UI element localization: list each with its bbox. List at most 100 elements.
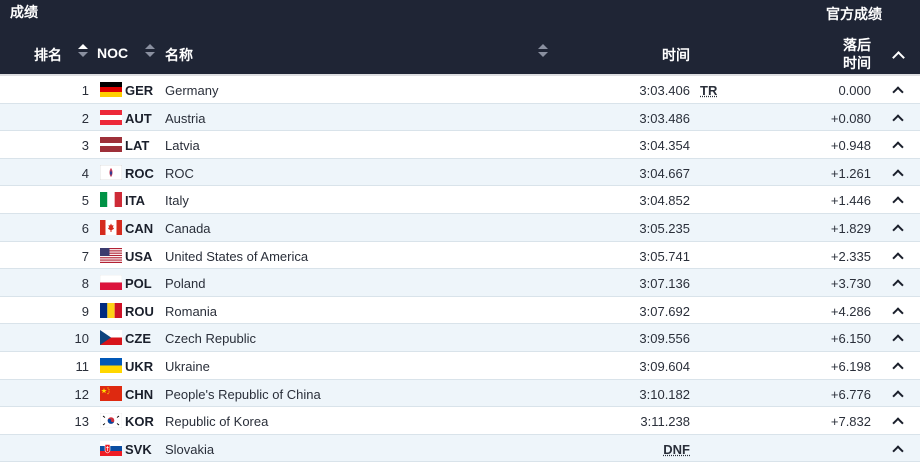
table-row[interactable]: SVK Slovakia DNF [0, 434, 920, 463]
column-header-time: 时间 [662, 47, 690, 63]
expand-row-chevron-up-icon[interactable] [893, 196, 903, 206]
table-row[interactable]: 2 AUT Austria 3:03.486 +0.080 [0, 103, 920, 132]
country-name: Italy [165, 193, 189, 209]
table-row[interactable]: 8 POL Poland 3:07.136 +3.730 [0, 269, 920, 297]
country-name: Ukraine [165, 358, 210, 374]
behind-cell: +1.446 [830, 193, 871, 209]
results-header: 成绩 官方成绩 排名 NOC 名称 时间 落后 时间 [0, 0, 920, 76]
expand-row-chevron-up-icon[interactable] [893, 307, 903, 317]
rank-cell: 5 [81, 193, 89, 209]
flag-kor-icon [100, 413, 122, 429]
behind-cell: +0.080 [830, 110, 871, 126]
flag-ger-icon [100, 82, 122, 97]
expand-row-chevron-up-icon[interactable] [893, 252, 903, 262]
table-row[interactable]: 6 CAN Canada 3:05.235 +1.829 [0, 213, 920, 242]
column-header-rank[interactable]: 排名 [34, 47, 62, 63]
table-row[interactable]: 12 CHN People's Republic of China 3:10.182 +… [0, 379, 920, 408]
country-name: Slovakia [165, 441, 215, 457]
table-row[interactable]: 3 LAT Latvia 3:04.354 +0.948 [0, 131, 920, 159]
header-divider [0, 74, 920, 76]
noc-code: CZE [125, 331, 151, 347]
country-name: Canada [165, 220, 211, 236]
expand-row-chevron-up-icon[interactable] [893, 86, 903, 96]
expand-row-chevron-up-icon[interactable] [893, 445, 903, 455]
expand-row-chevron-up-icon[interactable] [893, 362, 903, 372]
behind-cell: +3.730 [830, 276, 871, 292]
flag-usa-icon [100, 247, 122, 263]
noc-code: ITA [125, 193, 145, 209]
table-row[interactable]: 4 ROC ROC 3:04.667 +1.261 [0, 158, 920, 187]
table-row[interactable]: 5 ITA Italy 3:04.852 +1.446 [0, 186, 920, 214]
expand-row-chevron-up-icon[interactable] [893, 224, 903, 234]
column-header-behind-line2: 时间 [843, 55, 871, 71]
time-cell: 3:09.556 [639, 331, 690, 347]
expand-row-chevron-up-icon[interactable] [893, 417, 903, 427]
expand-row-chevron-up-icon[interactable] [893, 169, 903, 179]
time-cell[interactable]: DNF [663, 441, 690, 457]
results-table-body: 1 GER Germany 3:03.406 TR 0.000 2 AUT Austria 3:0… [0, 76, 920, 463]
time-cell: 3:04.852 [639, 193, 690, 209]
rank-cell: 11 [75, 358, 90, 374]
sort-name-icon[interactable] [538, 44, 548, 58]
expand-row-chevron-up-icon[interactable] [893, 334, 903, 344]
noc-code: KOR [125, 414, 154, 430]
section-title: 成绩 [10, 4, 38, 20]
table-row[interactable]: 13 KOR Republic of Korea 3:11.238 +7.832 [0, 407, 920, 435]
expand-row-chevron-up-icon[interactable] [893, 390, 903, 400]
noc-code: CAN [125, 220, 154, 236]
country-name: Czech Republic [165, 331, 257, 347]
sort-noc-icon[interactable] [145, 44, 155, 58]
time-cell: 3:07.692 [639, 303, 690, 319]
time-cell: 3:09.604 [639, 358, 690, 374]
noc-code: GER [125, 83, 154, 98]
time-cell: 3:04.354 [639, 138, 690, 154]
flag-roc-icon [100, 164, 122, 180]
expand-row-chevron-up-icon[interactable] [893, 141, 903, 151]
noc-code: CHN [125, 386, 154, 402]
table-row[interactable]: 7 USA United States of America 3:05.741 +2.3… [0, 241, 920, 270]
time-cell: 3:05.235 [639, 220, 690, 236]
behind-cell: 0.000 [838, 83, 871, 98]
column-header-name[interactable]: 名称 [165, 47, 193, 63]
rank-cell: 12 [74, 386, 89, 402]
noc-code: ROU [125, 303, 154, 319]
time-cell: 3:11.238 [640, 414, 690, 430]
noc-code: SVK [125, 441, 152, 457]
column-header-noc[interactable]: NOC [97, 45, 129, 61]
table-row[interactable]: 1 GER Germany 3:03.406 TR 0.000 [0, 76, 920, 104]
flag-ita-icon [100, 192, 122, 208]
behind-cell: +6.198 [830, 358, 871, 374]
country-name: Latvia [165, 138, 200, 154]
time-cell: 3:03.486 [639, 110, 690, 126]
noc-code: USA [125, 248, 153, 264]
rank-cell: 3 [81, 138, 89, 154]
noc-code: AUT [125, 110, 152, 126]
behind-cell: +2.335 [830, 248, 871, 264]
column-header-behind: 落后 时间 [843, 36, 871, 72]
collapse-all-chevron-up-icon[interactable] [893, 50, 903, 60]
time-cell: 3:03.406 [639, 83, 690, 98]
rank-cell: 8 [81, 276, 89, 292]
expand-row-chevron-up-icon[interactable] [893, 279, 903, 289]
behind-cell: +1.261 [830, 165, 871, 181]
flag-chn-icon [100, 385, 122, 401]
rank-cell: 9 [81, 303, 89, 319]
record-badge[interactable]: TR [700, 83, 718, 98]
expand-row-chevron-up-icon[interactable] [893, 114, 903, 124]
flag-rou-icon [100, 302, 122, 318]
behind-cell: +6.776 [830, 386, 871, 402]
rank-cell: 7 [81, 248, 89, 264]
country-name: United States of America [165, 248, 309, 264]
table-row[interactable]: 11 UKR Ukraine 3:09.604 +6.198 [0, 351, 920, 380]
rank-cell: 10 [74, 331, 89, 347]
behind-cell: +7.832 [830, 414, 871, 430]
behind-cell: +0.948 [830, 138, 871, 154]
country-name: Austria [165, 110, 206, 126]
sort-rank-icon[interactable] [78, 44, 88, 58]
rank-cell: 6 [81, 220, 89, 236]
country-name: ROC [165, 165, 194, 181]
flag-svk-icon [100, 440, 122, 456]
table-row[interactable]: 9 ROU Romania 3:07.692 +4.286 [0, 296, 920, 325]
flag-aut-icon [100, 109, 122, 125]
table-row[interactable]: 10 CZE Czech Republic 3:09.556 +6.150 [0, 324, 920, 352]
